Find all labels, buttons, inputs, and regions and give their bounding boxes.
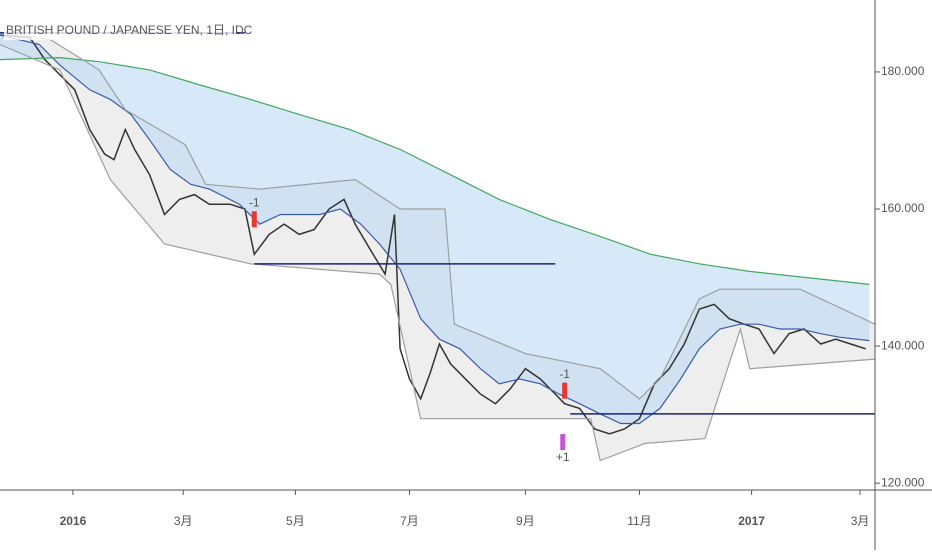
series-line: [0, 56, 870, 285]
x-tick-label: 7月: [400, 514, 419, 528]
y-tick-label: 160.000: [881, 201, 925, 215]
signal-marker: [560, 434, 566, 451]
y-tick-label: 140.000: [881, 338, 925, 352]
signal-label: -1: [559, 367, 570, 381]
x-tick-label: 3月: [851, 514, 870, 528]
x-tick-label: 2016: [60, 514, 87, 528]
signal-marker: [562, 382, 568, 399]
signal-marker: [251, 211, 257, 228]
series-line: [0, 34, 866, 435]
series-line: [0, 31, 876, 400]
title-bg: [4, 22, 236, 40]
series-line: [0, 43, 876, 462]
x-tick-label: 3月: [174, 514, 193, 528]
x-tick-label: 5月: [286, 514, 305, 528]
plot-area: [0, 31, 876, 462]
y-tick-label: 120.000: [881, 475, 925, 489]
chart-title: BRITISH POUND / JAPANESE YEN, 1日, IDC: [6, 23, 253, 37]
series-line: [0, 34, 870, 425]
y-tick-label: 180.000: [881, 64, 925, 78]
signal-label: -1: [249, 195, 260, 209]
x-tick-label: 9月: [516, 514, 535, 528]
x-tick-label: 11月: [627, 514, 651, 528]
ribbon-fill: [0, 34, 870, 424]
signal-label: +1: [556, 450, 570, 464]
x-tick-label: 2017: [738, 514, 765, 528]
